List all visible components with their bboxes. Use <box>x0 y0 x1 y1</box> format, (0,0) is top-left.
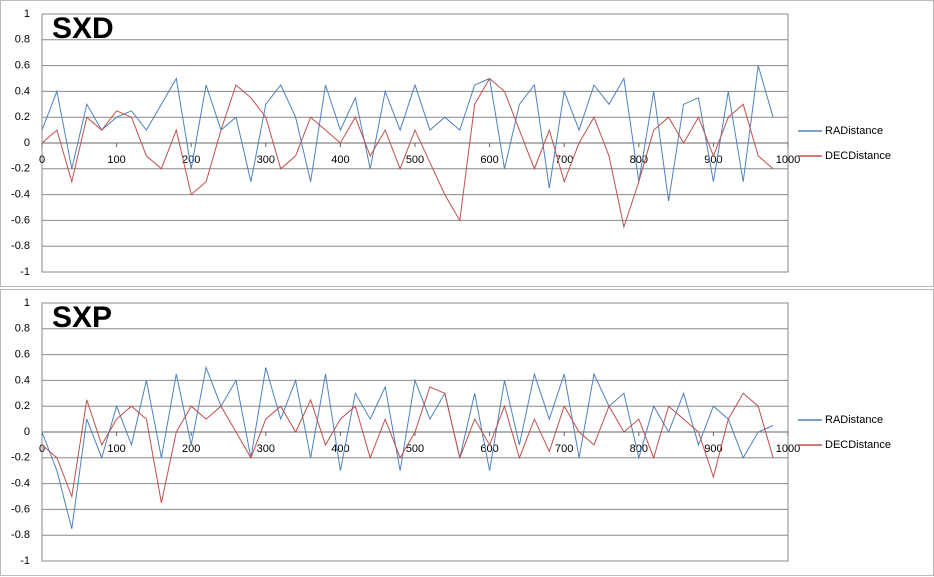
y-tick-label: 0.6 <box>15 60 30 72</box>
y-tick-label: -0.6 <box>11 214 30 226</box>
x-tick-label: 800 <box>630 443 648 455</box>
data-line <box>41 386 774 504</box>
legend-label: DECDistance <box>825 150 891 162</box>
data-line <box>41 65 774 202</box>
y-tick-label: 1 <box>24 297 30 309</box>
y-tick-label: 1 <box>24 8 30 20</box>
y-tick-label: 0.6 <box>15 349 30 361</box>
y-tick-label: -0.8 <box>11 240 30 252</box>
chart-title: SXP <box>52 301 112 334</box>
x-tick-label: 900 <box>704 443 722 455</box>
data-line <box>41 365 774 529</box>
x-tick-label: 100 <box>107 154 125 166</box>
y-tick-label: 0.4 <box>15 374 30 386</box>
x-tick-label: 300 <box>257 443 275 455</box>
x-tick-label: 700 <box>555 154 573 166</box>
y-tick-label: -1 <box>20 266 30 278</box>
y-tick-label: -0.4 <box>11 478 30 490</box>
x-tick-label: 0 <box>39 154 45 166</box>
y-tick-label: -0.6 <box>11 503 30 515</box>
x-tick-label: 200 <box>182 443 200 455</box>
y-tick-label: 0.8 <box>15 34 30 46</box>
legend-label: DECDistance <box>825 439 891 451</box>
y-tick-label: 0.2 <box>15 400 30 412</box>
x-tick-label: 400 <box>331 154 349 166</box>
x-tick-label: 400 <box>331 443 349 455</box>
y-tick-label: -0.8 <box>11 529 30 541</box>
data-line <box>41 77 774 229</box>
x-tick-label: 700 <box>555 443 573 455</box>
y-tick-label: 0.4 <box>15 85 30 97</box>
y-tick-label: -0.2 <box>11 163 30 175</box>
y-tick-label: 0.2 <box>15 111 30 123</box>
x-tick-label: 200 <box>182 154 200 166</box>
x-tick-label: 500 <box>406 443 424 455</box>
legend-label: RADistance <box>825 125 883 137</box>
x-tick-label: 1000 <box>776 154 800 166</box>
y-tick-label: 0 <box>24 137 30 149</box>
legend-label: RADistance <box>825 414 883 426</box>
x-tick-label: 0 <box>39 443 45 455</box>
x-tick-label: 600 <box>480 154 498 166</box>
y-tick-label: 0.8 <box>15 323 30 335</box>
x-tick-label: 300 <box>257 154 275 166</box>
y-tick-label: -0.4 <box>11 189 30 201</box>
y-tick-label: -0.2 <box>11 452 30 464</box>
x-tick-label: 500 <box>406 154 424 166</box>
x-tick-label: 100 <box>107 443 125 455</box>
y-tick-label: -1 <box>20 555 30 567</box>
y-tick-label: 0 <box>24 426 30 438</box>
x-tick-label: 1000 <box>776 443 800 455</box>
chart-title: SXD <box>52 12 114 45</box>
